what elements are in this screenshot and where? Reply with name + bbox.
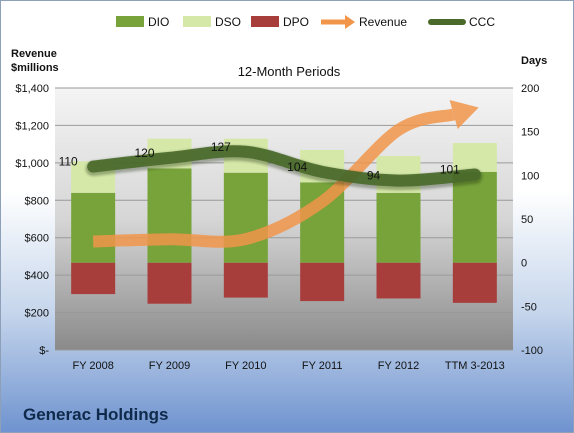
right-tick-label-5: 150: [521, 127, 539, 139]
left-tick-label-6: $1,200: [15, 120, 49, 132]
legend-label-4: CCC: [469, 15, 495, 29]
bar-dio-2: [223, 172, 268, 263]
ccc-data-label-5: 101: [440, 162, 460, 176]
legend-swatch-2: [251, 16, 279, 27]
x-tick-label-5: TTM 3-2013: [445, 360, 505, 372]
bar-dpo-1: [147, 262, 192, 304]
chart-title: 12-Month Periods: [238, 64, 341, 79]
series-ccc-line: [87, 145, 481, 187]
right-axis-label: Days: [521, 55, 547, 67]
bar-dpo-4: [376, 262, 421, 299]
x-tick-label-3: FY 2011: [302, 360, 343, 372]
right-tick-label-2: 0: [521, 258, 527, 270]
left-tick-label-0: $-: [39, 345, 49, 357]
legend-swatch-0: [116, 16, 144, 27]
bar-dpo-3: [300, 262, 345, 302]
right-tick-label-3: 50: [521, 214, 533, 226]
bar-dio-5: [452, 171, 497, 263]
left-tick-label-4: $800: [25, 195, 49, 207]
x-tick-label-4: FY 2012: [378, 360, 419, 372]
right-tick-label-6: 200: [521, 83, 539, 95]
legend-label-2: DPO: [283, 15, 309, 29]
bar-dso-5: [452, 143, 497, 172]
left-axis-label-line2: $millions: [11, 62, 59, 74]
series-revenue-arrowhead: [449, 100, 479, 129]
legend-swatch-1: [183, 16, 211, 27]
bar-dio-1: [147, 168, 192, 263]
x-tick-label-1: FY 2009: [149, 360, 190, 372]
right-tick-label-0: -100: [521, 345, 543, 357]
ccc-data-label-1: 120: [134, 146, 154, 160]
right-tick-label-1: -50: [521, 301, 537, 313]
left-tick-label-3: $600: [25, 233, 49, 245]
legend-label-1: DSO: [215, 15, 241, 29]
bar-dpo-5: [452, 262, 497, 303]
bar-dio-4: [376, 192, 421, 263]
left-tick-label-7: $1,400: [15, 83, 49, 95]
legend-swatch-arrowhead-3: [345, 15, 355, 29]
series-revenue-line: [92, 108, 456, 248]
ccc-data-label-3: 104: [287, 160, 307, 174]
right-tick-label-4: 100: [521, 170, 539, 182]
bar-dpo-2: [223, 262, 268, 298]
legend-label-0: DIO: [148, 15, 169, 29]
left-tick-label-2: $400: [25, 270, 49, 282]
ccc-data-label-4: 94: [367, 169, 381, 183]
ccc-data-label-2: 127: [211, 140, 231, 154]
left-tick-label-1: $200: [25, 308, 49, 320]
ccc-data-label-0: 110: [59, 155, 78, 169]
bar-dpo-0: [71, 262, 116, 295]
chart: $- $200 $400 $600 $800 $1,000 $1,200 $1,400 -100…: [11, 15, 547, 372]
company-name: Generac Holdings: [23, 405, 169, 424]
legend-label-3: Revenue: [359, 15, 407, 29]
x-tick-label-0: FY 2008: [72, 360, 113, 372]
x-tick-label-2: FY 2010: [225, 360, 266, 372]
left-tick-label-5: $1,000: [15, 158, 49, 170]
left-axis-label-line1: Revenue: [11, 48, 57, 60]
bar-dio-0: [71, 192, 116, 263]
